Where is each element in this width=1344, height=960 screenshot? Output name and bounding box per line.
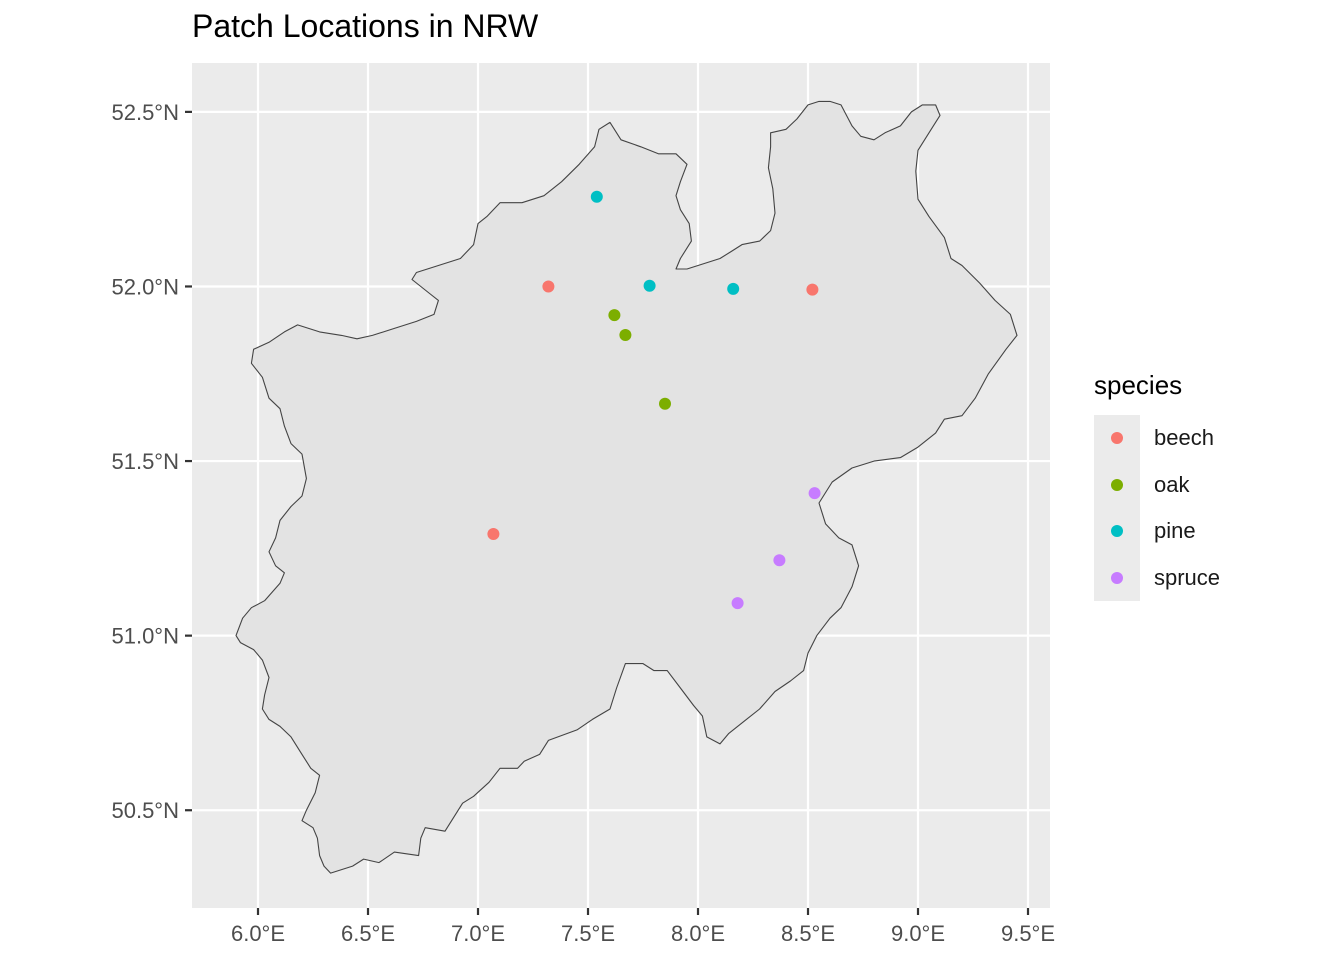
patch-point-beech [542,280,555,293]
y-tick-label: 52.5°N [111,100,179,125]
x-tick-label: 9.5°E [1001,921,1055,946]
legend-key [1094,554,1140,601]
legend-label: oak [1154,471,1190,497]
patch-point-spruce [731,597,744,610]
patch-point-beech [806,283,819,296]
y-tick-label: 51.0°N [111,624,179,649]
y-axis: 50.5°N 51.0°N 51.5°N 52.0°N 52.5°N [111,100,192,823]
y-tick-label: 51.5°N [111,449,179,474]
patch-point-pine [727,282,740,295]
patch-point-pine [590,190,603,203]
patch-point-spruce [773,554,786,567]
x-tick-label: 7.5°E [561,921,615,946]
x-tick-label: 7.0°E [451,921,505,946]
x-tick-label: 6.0°E [231,921,285,946]
legend-keys: beech oak pine spruce [1094,415,1254,601]
patch-point-beech [487,528,500,541]
legend-key [1094,461,1140,508]
patch-points [487,190,821,610]
x-tick-label: 8.5°E [781,921,835,946]
legend-title: species [1094,370,1183,400]
legend-dot-icon [1111,525,1123,537]
legend-item-oak: oak [1094,461,1254,508]
patch-point-spruce [808,487,821,500]
legend-label: spruce [1154,564,1221,590]
x-tick-label: 6.5°E [341,921,395,946]
legend-dot-icon [1111,571,1123,584]
y-tick-label: 50.5°N [111,798,179,823]
region-boundary-nrw [235,100,1018,874]
legend-dot-icon [1111,478,1123,491]
patch-point-oak [659,397,671,410]
legend-label: beech [1154,425,1214,450]
patch-point-oak [608,309,621,322]
legend-key [1094,508,1140,555]
patch-point-oak [619,329,632,342]
patch-point-pine [643,279,656,292]
legend-item-spruce: spruce [1094,554,1254,601]
legend-dot-icon [1111,432,1123,444]
legend-item-pine: pine [1094,508,1254,555]
y-tick-label: 52.0°N [111,274,179,299]
legend-label: pine [1154,518,1196,543]
legend-item-beech: beech [1094,415,1254,462]
x-tick-label: 8.0°E [671,921,725,946]
legend: species beech oak pine spruce [1094,370,1254,601]
legend-key [1094,415,1140,462]
map-title: Patch Locations in NRW [192,8,539,44]
x-axis: 6.0°E 6.5°E 7.0°E 7.5°E 8.0°E 8.5°E 9.0°E 9.5°E [231,908,1055,946]
x-tick-label: 9.0°E [891,921,945,946]
